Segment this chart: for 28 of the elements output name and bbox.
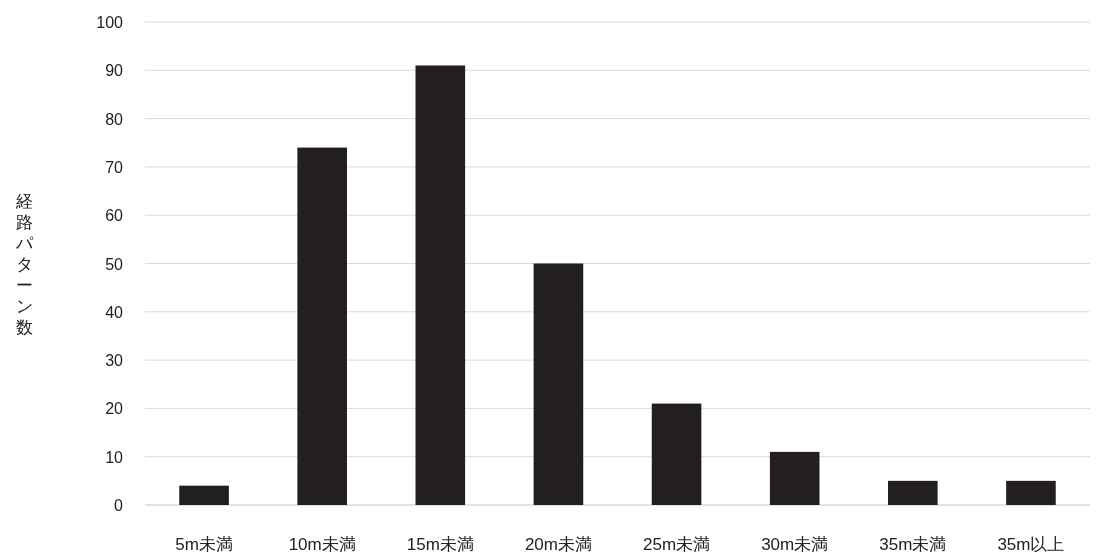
x-tick-label: 5m未満	[175, 535, 233, 554]
y-tick-label: 60	[105, 207, 124, 225]
x-tick-label: 15m未満	[406, 535, 474, 554]
x-tick-label: 30m未満	[761, 535, 829, 554]
y-tick-label: 10	[105, 448, 124, 466]
y-tick-label: 90	[105, 62, 124, 80]
bar	[888, 480, 938, 505]
y-tick-label: 70	[105, 158, 124, 176]
x-tick-label: 25m未満	[643, 535, 711, 554]
y-tick-label: 20	[105, 400, 124, 418]
y-tick-label: 80	[105, 110, 124, 128]
x-tick-label: 35m以上	[997, 535, 1065, 554]
bar	[769, 451, 820, 505]
x-tick-label: 10m未満	[288, 535, 356, 554]
y-tick-label: 30	[105, 352, 124, 370]
bar	[297, 147, 347, 505]
y-tick-label: 50	[105, 255, 124, 273]
x-tick-label: 35m未満	[879, 535, 947, 554]
y-axis-title: 経路パターン数	[14, 191, 34, 337]
bar	[533, 263, 584, 505]
bar	[179, 485, 229, 505]
y-tick-label: 40	[105, 303, 124, 321]
y-tick-label: 100	[96, 14, 124, 31]
y-tick-label: 0	[114, 497, 124, 514]
bar	[651, 403, 702, 505]
bar	[415, 65, 466, 505]
x-tick-label: 20m未満	[524, 535, 592, 554]
bar	[1006, 480, 1056, 505]
